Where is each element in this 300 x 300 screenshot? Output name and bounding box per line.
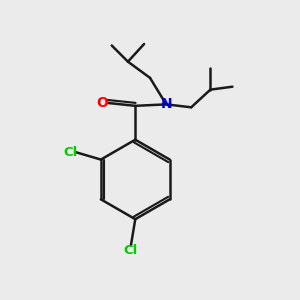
Text: Cl: Cl — [124, 244, 138, 257]
Text: O: O — [96, 96, 108, 110]
Text: N: N — [160, 98, 172, 111]
Text: Cl: Cl — [63, 146, 78, 159]
